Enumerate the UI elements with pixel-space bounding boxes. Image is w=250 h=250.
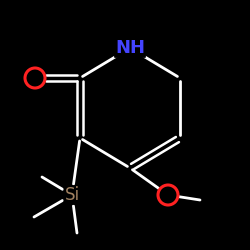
Text: Si: Si (64, 186, 80, 204)
Text: NH: NH (115, 39, 145, 57)
